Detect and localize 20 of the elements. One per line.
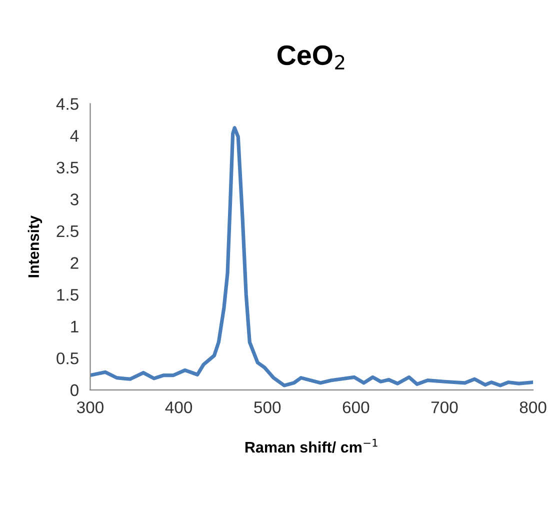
y-tick-label: 4.5 xyxy=(56,98,78,110)
x-tick-label: 800 xyxy=(520,401,546,414)
line-series xyxy=(90,126,534,388)
chart-title: CeO$_{2}$ xyxy=(278,45,344,70)
y-axis-title: Intensity xyxy=(28,215,42,278)
x-tick-label: 700 xyxy=(431,401,458,414)
x-axis-title: Raman shift/ cm$^{−1}$ xyxy=(245,438,378,453)
y-tick-label: 3.5 xyxy=(56,162,78,174)
y-tick-label: 0.5 xyxy=(56,352,78,364)
x-tick-label: 600 xyxy=(342,401,370,414)
y-tick-label: 1.5 xyxy=(57,289,78,301)
y-tick-label: 1 xyxy=(71,320,78,332)
x-tick-label: 400 xyxy=(165,401,192,414)
x-tick-label: 300 xyxy=(76,401,104,414)
y-tick-label: 3 xyxy=(70,194,78,206)
y-tick-label: 4 xyxy=(70,130,79,142)
x-tick-label: 500 xyxy=(254,401,281,414)
y-tick-label: 0 xyxy=(70,384,78,396)
y-tick-label: 2.5 xyxy=(56,225,78,238)
y-tick-label: 2 xyxy=(70,257,78,269)
